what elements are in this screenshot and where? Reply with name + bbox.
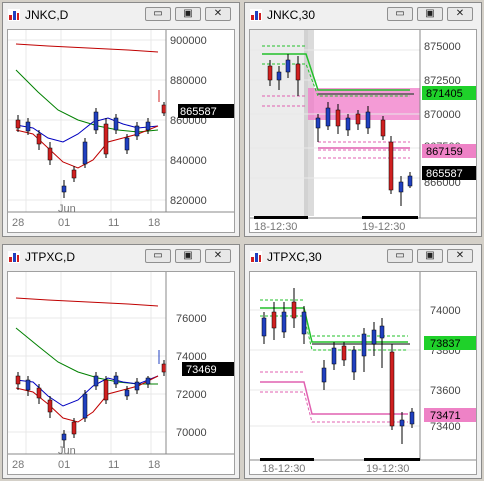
current-price-tag [178, 104, 234, 118]
restore-button[interactable]: ▣ [175, 249, 201, 263]
close-button[interactable]: ✕ [205, 249, 231, 263]
pink-zone [308, 88, 420, 120]
y-axis-label: 872500 [424, 75, 461, 87]
y-axis-label: 840000 [170, 155, 207, 167]
x-axis-sublabel: Jun [58, 445, 76, 457]
chart-area[interactable]: 76000 74000 72000 70000 73469 28 01 11 1… [7, 271, 235, 475]
pink-level-lines [260, 371, 408, 423]
y-axis-label: 70000 [176, 427, 207, 439]
window-titlebar[interactable]: JTPXC,30 ▭ ▣ ✕ [245, 245, 481, 269]
candlesticks [15, 90, 167, 198]
current-price-text: 865587 [180, 106, 217, 118]
chart-window-jtpxc-30min[interactable]: JTPXC,30 ▭ ▣ ✕ [244, 244, 482, 479]
price-tag-text: 871405 [426, 88, 463, 100]
close-button[interactable]: ✕ [447, 249, 473, 263]
y-axis-label: 72000 [176, 389, 207, 401]
y-axis-label: 820000 [170, 195, 207, 207]
price-tag-green [422, 86, 476, 100]
minimize-button[interactable]: ▭ [387, 249, 413, 263]
price-tag-text: 73837 [430, 338, 461, 350]
x-axis-sublabel: Jun [58, 203, 76, 215]
y-axis-label: 875000 [424, 41, 461, 53]
window-titlebar[interactable]: JTPXC,D ▭ ▣ ✕ [3, 245, 239, 269]
window-title: JNKC,D [25, 8, 69, 22]
price-chart[interactable]: 76000 74000 72000 70000 73469 28 01 11 1… [8, 272, 234, 474]
y-axis-label: 73600 [430, 385, 461, 397]
minimize-button[interactable]: ▭ [145, 7, 171, 21]
chart-app-icon [250, 9, 262, 21]
price-tag-green [424, 336, 476, 350]
x-axis-label: 11 [108, 217, 119, 229]
x-axis-label: 01 [58, 217, 70, 229]
price-tag-text: 73471 [430, 410, 461, 422]
price-chart[interactable]: 74000 73800 73600 73400 73837 73471 18-1… [250, 272, 476, 475]
moving-average-long [15, 297, 159, 307]
candlesticks [15, 350, 167, 448]
close-button[interactable]: ✕ [205, 7, 231, 21]
restore-button[interactable]: ▣ [417, 249, 443, 263]
restore-button[interactable]: ▣ [175, 7, 201, 21]
minimize-button[interactable]: ▭ [145, 249, 171, 263]
price-tag-pink [424, 408, 476, 422]
candlesticks [267, 54, 413, 206]
price-tag-pink [422, 144, 476, 158]
chart-app-icon [8, 9, 20, 21]
green-level-lines [262, 45, 410, 97]
moving-average-mid [15, 69, 159, 133]
current-price-text: 865587 [426, 168, 463, 180]
chart-area[interactable]: 74000 73800 73600 73400 73837 73471 18-1… [249, 271, 477, 475]
current-price-tag [422, 166, 476, 180]
x-axis-label: 18-12:30 [262, 463, 305, 474]
restore-button[interactable]: ▣ [417, 7, 443, 21]
y-axis-label: 900000 [170, 35, 207, 47]
chart-window-jtpxc-daily[interactable]: JTPXC,D ▭ ▣ ✕ [2, 244, 240, 479]
current-price-text: 73469 [186, 364, 217, 376]
price-chart[interactable]: 900000 880000 860000 840000 820000 86558… [8, 30, 234, 232]
chart-app-icon [250, 251, 262, 263]
window-title: JTPXC,30 [267, 250, 322, 264]
price-tag-text: 867159 [426, 146, 463, 158]
x-axis-label: 18-12:30 [254, 221, 297, 232]
close-button[interactable]: ✕ [447, 7, 473, 21]
price-chart[interactable]: 875000 872500 870000 867500 866000 87140… [250, 30, 476, 233]
y-axis-label: 74000 [176, 351, 207, 363]
moving-average-short [15, 117, 159, 143]
window-title: JTPXC,D [25, 250, 76, 264]
current-price-tag [182, 362, 234, 376]
y-axis-label: 880000 [170, 75, 207, 87]
chart-area[interactable]: 900000 880000 860000 840000 820000 86558… [7, 29, 235, 233]
chart-window-jnkc-daily[interactable]: JNKC,D ▭ ▣ ✕ [2, 2, 240, 237]
x-axis-label: 19-12:30 [362, 221, 405, 232]
x-axis-label: 28 [12, 217, 24, 229]
window-titlebar[interactable]: JNKC,30 ▭ ▣ ✕ [245, 3, 481, 27]
y-axis-label: 74000 [430, 305, 461, 317]
window-title: JNKC,30 [267, 8, 316, 22]
chart-app-icon [8, 251, 20, 263]
x-axis-label: 18 [148, 217, 160, 229]
chart-window-jnkc-30min[interactable]: JNKC,30 ▭ ▣ ✕ [244, 2, 482, 237]
x-axis-label: 19-12:30 [366, 463, 409, 474]
y-axis-label: 870000 [424, 109, 461, 121]
minimize-button[interactable]: ▭ [387, 7, 413, 21]
x-axis-label: 11 [108, 459, 119, 471]
chart-area[interactable]: 875000 872500 870000 867500 866000 87140… [249, 29, 477, 233]
x-axis-label: 01 [58, 459, 70, 471]
moving-average-long [15, 43, 159, 53]
y-axis-label: 73400 [430, 421, 461, 433]
x-axis-label: 18 [148, 459, 160, 471]
candlesticks [261, 288, 415, 444]
window-titlebar[interactable]: JNKC,D ▭ ▣ ✕ [3, 3, 239, 27]
y-axis-label: 76000 [176, 313, 207, 325]
x-axis-label: 28 [12, 459, 24, 471]
